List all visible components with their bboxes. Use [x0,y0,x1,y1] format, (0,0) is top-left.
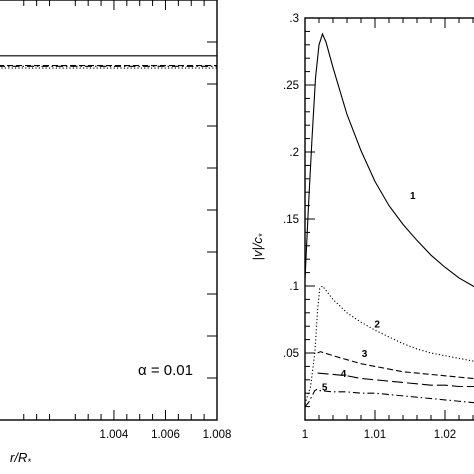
right-x-tick-label: 1.02 [434,429,456,441]
left-axis-ticks [23,0,218,420]
left-panel-profile-plot: 1.004 1.006 1.008 α = 0.01 r/R* [0,0,231,467]
curve-label-4: 4 [341,369,347,380]
right-y-axis-title-main: |v|/c [250,237,265,261]
left-x-axis-title: r/R* [10,450,31,467]
curve-label-5: 5 [322,383,328,394]
right-y-tick-label: .05 [283,348,299,360]
right-y-axis-title: |v|/c* [250,233,267,260]
right-y-tick-label: .1 [289,281,299,293]
right-curve-5 [304,388,474,407]
left-x-axis-title-subscript: * [27,457,31,467]
right-x-tick-label: 1.01 [364,429,386,441]
right-curve-labels: 1 2 3 4 5 [322,191,416,394]
right-curve-4 [317,372,474,388]
right-y-tick-label: .2 [289,147,299,159]
right-y-tick-label: .3 [289,13,299,25]
right-curve-2 [304,285,474,405]
right-x-tick-label: 1 [302,429,308,441]
curve-label-2: 2 [374,320,380,331]
right-axis-ticks [304,17,474,420]
right-plot-curves [304,32,474,407]
right-curve-1 [304,32,474,288]
left-x-tick-label: 1.008 [203,429,232,441]
left-plot-frame [0,0,218,421]
right-y-tick-label: .15 [283,214,299,226]
alpha-annotation: α = 0.01 [138,362,193,379]
curve-label-3: 3 [362,349,368,360]
right-y-tick-label: .25 [283,80,299,92]
right-y-axis-title-subscript: * [257,233,267,237]
right-curve-3 [317,351,474,380]
right-panel-velocity-plot: 1 2 3 4 5 1 1.01 1.02 .05 .1 .15 .2 .25 .3 |v|/c* [250,13,474,441]
left-x-tick-label: 1.006 [151,429,180,441]
left-x-tick-labels: 1.004 1.006 1.008 [100,429,232,441]
left-x-tick-label: 1.004 [100,429,129,441]
curve-label-1: 1 [410,191,416,202]
right-tick-labels: 1 1.01 1.02 .05 .1 .15 .2 .25 .3 [283,13,456,441]
right-plot-frame [304,17,474,421]
left-plot-curves [0,55,217,69]
left-x-axis-title-main: r/R [10,450,27,465]
